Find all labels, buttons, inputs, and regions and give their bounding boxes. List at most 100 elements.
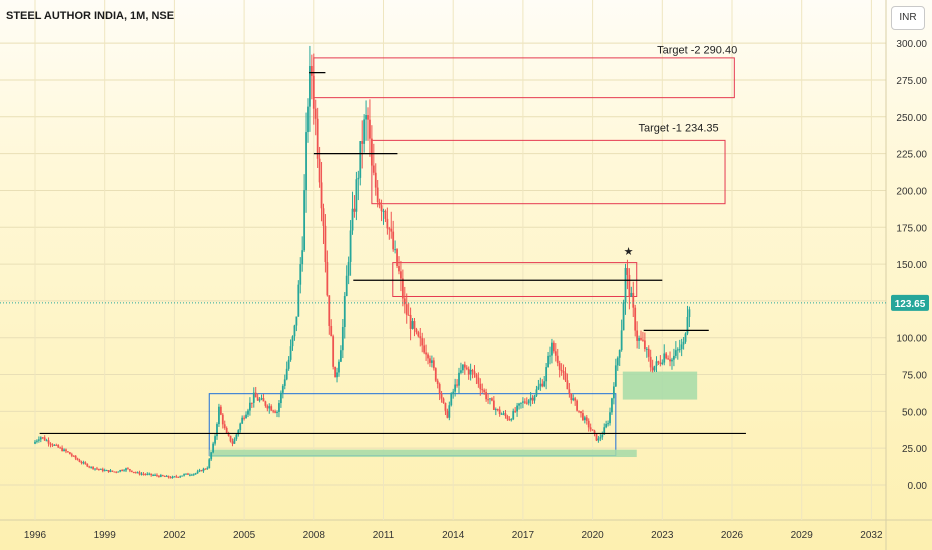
candle-body [527, 400, 530, 404]
candle-body [471, 369, 474, 372]
candle-body [429, 358, 431, 363]
candle-body [442, 398, 445, 403]
candle-body [438, 384, 441, 394]
candle-body [45, 440, 48, 442]
candle-body [94, 468, 96, 470]
demand-zone [622, 371, 698, 400]
candle-body [467, 368, 470, 375]
candle-body [651, 367, 654, 371]
candle-body [316, 118, 319, 159]
candle-body [158, 475, 160, 477]
candle-body [498, 409, 501, 414]
candle-body [558, 363, 561, 370]
candle-body [210, 452, 213, 460]
candle-body [223, 424, 226, 429]
candle-body [554, 351, 557, 356]
resistance-zone [371, 139, 726, 205]
candle-body [121, 469, 124, 471]
candle-body [187, 473, 189, 475]
candle-body [434, 368, 437, 381]
candle-body [446, 410, 449, 418]
candle-body [272, 410, 275, 412]
candle-body [390, 228, 393, 232]
candle-body [591, 429, 594, 431]
candle-body [510, 419, 513, 421]
candle-body [403, 298, 406, 305]
candle-body [76, 458, 79, 461]
candle-body [243, 417, 245, 419]
candle-body [535, 389, 538, 396]
candle-body [39, 437, 42, 440]
y-tick-label: 75.00 [902, 371, 927, 382]
x-tick-label: 2011 [373, 530, 395, 541]
candle-body [545, 367, 548, 382]
candle-body [285, 368, 288, 380]
candle-body [59, 447, 62, 449]
candle-body [423, 345, 426, 353]
candle-body [601, 434, 604, 438]
candle-body [585, 417, 588, 421]
candle-body [340, 350, 342, 362]
candle-body [82, 462, 85, 464]
candle-body [173, 476, 176, 478]
candle-body [309, 66, 311, 107]
candle-body [90, 466, 93, 468]
candle-body [475, 374, 478, 378]
candle-body [655, 361, 658, 366]
candle-body [349, 230, 352, 262]
candle-body [396, 249, 398, 267]
candle-body [578, 410, 580, 412]
candle-body [353, 208, 356, 212]
candle-body [249, 402, 251, 411]
candle-body [614, 365, 617, 387]
candle-body [616, 357, 619, 366]
candle-body [533, 395, 536, 401]
candle-body [593, 430, 596, 434]
candle-body [642, 339, 644, 341]
candle-body [479, 383, 482, 390]
candle-body [436, 380, 439, 385]
candle-body [415, 328, 418, 333]
candle-body [523, 401, 526, 403]
candle-body [487, 399, 489, 401]
candle-body [287, 359, 290, 369]
candle-body [595, 433, 598, 441]
candle-body [678, 349, 681, 351]
candle-body [278, 403, 280, 412]
candle-body [363, 119, 366, 144]
candle-body [258, 399, 261, 401]
candle-body [47, 440, 50, 444]
candle-body [407, 314, 410, 316]
candle-body [310, 66, 313, 76]
x-tick-label: 2026 [721, 530, 744, 541]
candle-body [154, 474, 156, 476]
candle-body [572, 398, 575, 401]
candle-body [297, 284, 300, 317]
currency-button[interactable]: INR [891, 6, 925, 30]
candle-body [444, 402, 447, 411]
candle-body [684, 333, 687, 342]
candle-body [421, 338, 424, 346]
y-axis: 300.00 275.00 250.00 225.00 200.00 175.00 150.… [896, 39, 927, 492]
candle-body [628, 274, 631, 297]
candle-body [177, 476, 180, 478]
candle-body [452, 391, 455, 394]
candle-body [376, 187, 379, 203]
candle-body [597, 438, 600, 441]
candle-body [432, 360, 435, 369]
candle-body [72, 455, 75, 457]
candle-body [130, 470, 133, 472]
y-tick-label: 275.00 [896, 76, 927, 87]
candle-body [51, 444, 54, 446]
candle-body [570, 393, 573, 401]
candle-body [549, 355, 551, 357]
candle-body [148, 473, 151, 475]
candle-body [552, 342, 555, 352]
star-marker: ★ [624, 246, 634, 258]
candle-body [113, 471, 116, 473]
candle-body [638, 338, 640, 341]
candle-body [525, 402, 528, 404]
candle-body [580, 411, 582, 414]
candle-body [283, 379, 286, 386]
